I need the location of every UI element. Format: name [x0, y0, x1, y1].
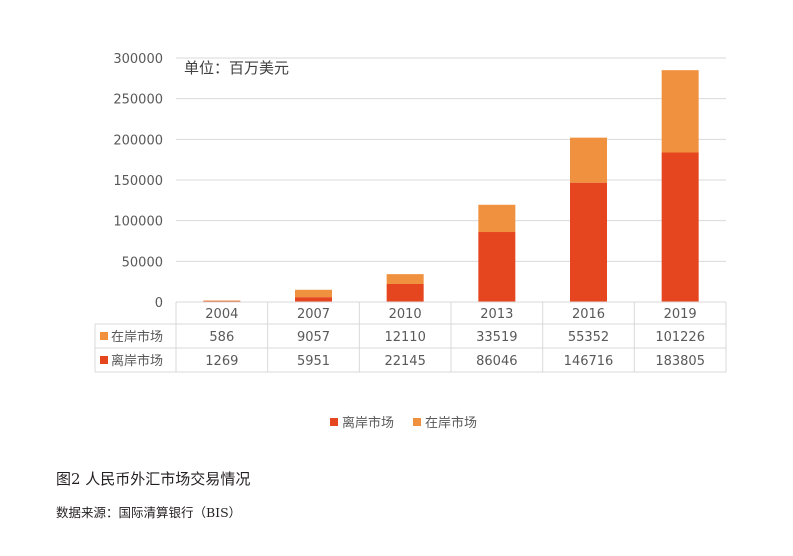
bar-segment: [478, 204, 516, 233]
table-cell-value: 12110: [384, 330, 425, 345]
legend-swatch: [413, 418, 421, 426]
table-cell-value: 101226: [655, 330, 705, 345]
figure-caption: 图2 人民币外汇市场交易情况: [56, 470, 251, 488]
legend: 离岸市场 在岸市场: [330, 415, 477, 431]
x-category-label: 2010: [389, 307, 422, 322]
bars: [203, 70, 699, 302]
y-tick-label: 250000: [113, 93, 163, 108]
bar-segment: [570, 182, 607, 302]
legend-label: 在岸市场: [425, 415, 477, 431]
x-category-label: 2004: [205, 307, 238, 322]
table-row-swatch: [100, 356, 108, 364]
y-tick-label: 200000: [113, 133, 163, 148]
bar-segment: [386, 274, 424, 284]
x-category-label: 2013: [480, 307, 513, 322]
bar-segment: [203, 300, 241, 302]
table-cell-value: 146716: [564, 354, 614, 369]
table-cell-value: 33519: [476, 330, 517, 345]
x-category-label: 2007: [297, 307, 330, 322]
table-row-label: 在岸市场: [111, 329, 163, 345]
y-tick-label: 0: [155, 296, 163, 311]
table-cell-value: 586: [209, 330, 234, 345]
table-cell-value: 22145: [384, 354, 425, 369]
legend-swatch: [330, 418, 338, 426]
x-category-label: 2019: [664, 307, 697, 322]
bar-segment: [478, 232, 516, 302]
bar-segment: [203, 300, 241, 302]
bar-segment: [570, 137, 607, 183]
y-axis-tick-labels: 0 50000 100000 150000 200000 250000 300000: [113, 52, 163, 311]
bar-segment: [661, 70, 699, 153]
table-row-label: 离岸市场: [111, 353, 163, 369]
table-cell-value: 183805: [655, 354, 705, 369]
figure-source: 数据来源：国际清算银行（BIS）: [56, 505, 242, 520]
legend-label: 离岸市场: [342, 415, 394, 431]
table-cell-value: 9057: [297, 330, 330, 345]
table-cell-value: 1269: [205, 354, 238, 369]
table-row-swatch: [100, 332, 108, 340]
gridlines: [176, 57, 726, 262]
y-tick-label: 100000: [113, 215, 163, 230]
bar-segment: [295, 297, 332, 302]
table-cell-value: 55352: [568, 330, 609, 345]
table-cell-value: 5951: [297, 354, 330, 369]
table-cell-value: 86046: [476, 354, 517, 369]
y-tick-label: 300000: [113, 52, 163, 67]
bar-segment: [295, 289, 332, 298]
y-tick-label: 150000: [113, 174, 163, 189]
data-table: 2004 2007 2010 2013 2016 2019 在岸市场 586 9057 12110…: [94, 301, 727, 373]
x-category-label: 2016: [572, 307, 605, 322]
unit-label: 单位：百万美元: [184, 59, 289, 77]
y-tick-label: 50000: [122, 255, 163, 270]
bar-segment: [386, 283, 424, 302]
bar-segment: [661, 152, 699, 302]
